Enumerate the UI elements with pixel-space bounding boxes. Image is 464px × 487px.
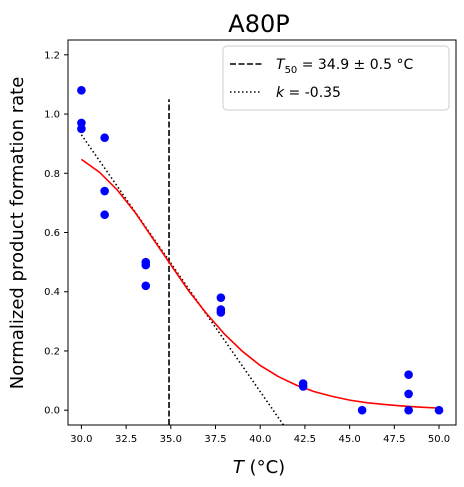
- data-point: [100, 210, 109, 220]
- data-point: [298, 382, 308, 391]
- x-tick-label: 30.0: [70, 434, 92, 445]
- data-point: [77, 124, 86, 134]
- y-tick-label: 0.4: [44, 287, 60, 298]
- x-tick-label: 50.0: [428, 434, 450, 445]
- y-tick-label: 1.2: [44, 50, 60, 61]
- x-tick-label: 45.0: [338, 434, 360, 445]
- x-axis-label: T (°C): [233, 457, 285, 478]
- y-tick-label: 0.2: [44, 346, 60, 357]
- data-point: [77, 86, 86, 95]
- legend-label-k: k = -0.35: [276, 85, 341, 101]
- x-tick-label: 42.5: [294, 434, 316, 445]
- data-point: [357, 405, 367, 415]
- legend-frame: [222, 45, 450, 111]
- legend-t50-subscript: 50: [285, 65, 298, 76]
- data-point: [100, 186, 109, 196]
- legend-label-t50: T50 = 34.9 ± 0.5 °C: [276, 57, 413, 76]
- x-axis-label-symbol: T: [233, 457, 246, 478]
- legend-t50-symbol: T: [276, 57, 286, 73]
- data-point: [404, 370, 413, 379]
- slope-line-k: [80, 134, 285, 426]
- data-point: [434, 405, 444, 415]
- legend-t50-text: = 34.9 ± 0.5 °C: [297, 57, 413, 73]
- x-tick-label: 37.5: [204, 434, 226, 445]
- plot-frame: [67, 39, 457, 426]
- data-point: [141, 260, 151, 270]
- legend-k-text: = -0.35: [284, 85, 341, 101]
- y-tick-label: 1.0: [44, 110, 60, 121]
- x-tick-label: 35.0: [160, 434, 182, 445]
- data-point: [216, 308, 226, 317]
- data-point: [404, 405, 413, 415]
- data-point: [141, 281, 151, 291]
- y-tick-label: 0.8: [44, 169, 60, 180]
- y-axis-label: Normalized product formation rate: [7, 77, 28, 390]
- chart-title: A80P: [228, 10, 289, 38]
- data-point: [100, 133, 109, 143]
- chart-marks: [77, 86, 444, 426]
- legend: T50 = 34.9 ± 0.5 °C k = -0.35: [222, 45, 450, 111]
- data-point: [77, 118, 86, 128]
- y-axis: 0.0 0.2 0.4 0.6 0.8 1.0 1.2: [44, 50, 68, 417]
- x-tick-label: 32.5: [115, 434, 137, 445]
- legend-k-symbol: k: [276, 85, 285, 101]
- fit-curve: [80, 158, 440, 409]
- y-tick-label: 0.0: [44, 406, 60, 417]
- x-axis: 30.0 32.5 35.0 37.5 40.0 42.5 45.0 47.5 50.0: [70, 425, 450, 445]
- y-tick-label: 0.6: [44, 228, 60, 239]
- x-axis-label-unit: (°C): [244, 457, 285, 478]
- x-tick-label: 47.5: [383, 434, 405, 445]
- data-point: [404, 389, 413, 399]
- plot-area: 30.0 32.5 35.0 37.5 40.0 42.5 45.0 47.5 50.0 0.0…: [44, 39, 457, 445]
- x-tick-label: 40.0: [249, 434, 271, 445]
- data-point: [216, 293, 226, 302]
